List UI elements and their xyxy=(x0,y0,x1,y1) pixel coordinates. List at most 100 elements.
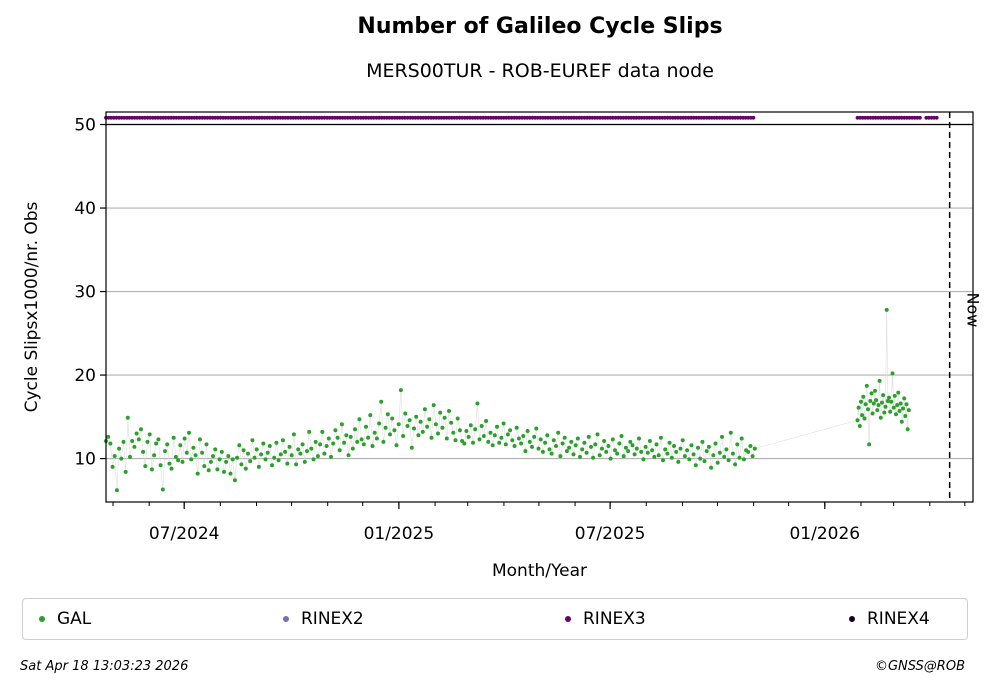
x-tick-label: 07/2025 xyxy=(575,524,646,544)
gal-point xyxy=(451,430,456,435)
legend-item-rinex2: RINEX2 xyxy=(283,599,364,639)
rinex3-point xyxy=(743,115,748,120)
gal-point xyxy=(586,434,591,439)
rinex3-point xyxy=(730,115,735,120)
gal-point xyxy=(429,435,434,440)
gal-point xyxy=(691,452,696,457)
y-tick-label: 20 xyxy=(74,366,96,386)
gal-point xyxy=(403,411,408,416)
gal-point xyxy=(320,429,325,434)
rinex3-point xyxy=(644,115,649,120)
gal-point xyxy=(667,440,672,445)
rinex3-point xyxy=(132,115,137,120)
gal-point xyxy=(119,456,124,461)
gal-point xyxy=(715,460,720,465)
rinex3-point xyxy=(314,115,319,120)
gal-point xyxy=(385,412,390,417)
gal-point xyxy=(895,403,900,408)
gal-point xyxy=(466,434,471,439)
rinex3-point xyxy=(156,115,160,120)
gal-point xyxy=(610,437,615,442)
rinex3-point xyxy=(249,115,254,120)
gal-point xyxy=(222,469,226,474)
rinex3-point xyxy=(109,115,114,120)
gal-point xyxy=(632,452,637,457)
rinex3-point xyxy=(704,115,709,120)
rinex3-point xyxy=(135,115,140,120)
rinex3-point xyxy=(353,115,358,120)
gal-point xyxy=(381,439,386,444)
gal-point xyxy=(289,453,294,458)
gal-point xyxy=(573,443,578,448)
rinex3-point xyxy=(384,115,389,120)
rinex3-point xyxy=(410,115,415,120)
rinex3-point xyxy=(722,115,727,120)
rinex3-point xyxy=(291,115,296,120)
gal-point xyxy=(894,412,898,417)
gal-point xyxy=(254,447,259,452)
gal-point xyxy=(645,450,650,455)
rinex3-point xyxy=(202,115,207,120)
gal-point xyxy=(165,442,170,447)
rinex3-point xyxy=(317,115,322,120)
y-tick-label: 10 xyxy=(74,450,96,470)
gal-point xyxy=(377,421,382,426)
gal-point xyxy=(309,446,314,451)
rinex3-point xyxy=(431,115,436,120)
gal-point xyxy=(239,462,244,467)
legend-marker-gal xyxy=(39,616,45,622)
gal-point xyxy=(735,442,740,447)
rinex3-point xyxy=(343,115,348,120)
rinex3-point xyxy=(499,115,504,120)
gal-point xyxy=(125,415,130,420)
gal-point xyxy=(658,435,663,440)
rinex3-point xyxy=(647,115,652,120)
rinex3-point xyxy=(660,115,665,120)
rinex3-point xyxy=(741,115,745,120)
gal-point xyxy=(530,444,534,449)
gal-point xyxy=(497,440,502,445)
gal-point xyxy=(656,453,661,458)
gal-point xyxy=(329,454,333,459)
gal-point xyxy=(353,427,357,432)
gal-point xyxy=(112,454,117,459)
gal-point xyxy=(704,449,709,454)
rinex3-point xyxy=(468,115,472,120)
rinex3-point xyxy=(187,115,192,120)
rinex3-point xyxy=(478,115,483,120)
rinex3-point xyxy=(241,115,246,120)
gal-point xyxy=(217,457,222,462)
gal-point xyxy=(213,447,218,452)
gal-point xyxy=(259,452,264,457)
rinex3-point xyxy=(561,115,566,120)
gal-point xyxy=(867,442,872,447)
rinex3-point xyxy=(488,115,493,120)
gal-point xyxy=(538,437,543,442)
rinex3-point xyxy=(663,115,667,120)
rinex3-point xyxy=(192,115,197,120)
rinex3-point xyxy=(106,115,111,120)
gal-point xyxy=(298,451,303,456)
rinex3-point xyxy=(494,115,498,120)
gal-point xyxy=(495,424,499,429)
gal-point xyxy=(855,418,860,423)
gal-point xyxy=(602,439,607,443)
gal-point xyxy=(425,424,430,429)
gal-point xyxy=(250,438,255,443)
rinex3-point xyxy=(509,115,514,120)
rinex3-point xyxy=(361,115,366,120)
gal-point xyxy=(857,424,862,428)
gal-point xyxy=(473,427,478,432)
rinex3-point xyxy=(455,115,459,120)
rinex3-point xyxy=(124,115,129,120)
gal-point xyxy=(862,416,867,421)
gal-point xyxy=(193,453,198,458)
gal-point xyxy=(145,439,150,444)
rinex3-point xyxy=(863,115,868,120)
x-tick-label: 01/2026 xyxy=(789,524,860,544)
gal-point xyxy=(606,444,611,448)
gal-point xyxy=(698,456,703,461)
gal-point xyxy=(575,436,580,441)
gal-point xyxy=(549,451,554,456)
gal-point xyxy=(534,426,539,431)
